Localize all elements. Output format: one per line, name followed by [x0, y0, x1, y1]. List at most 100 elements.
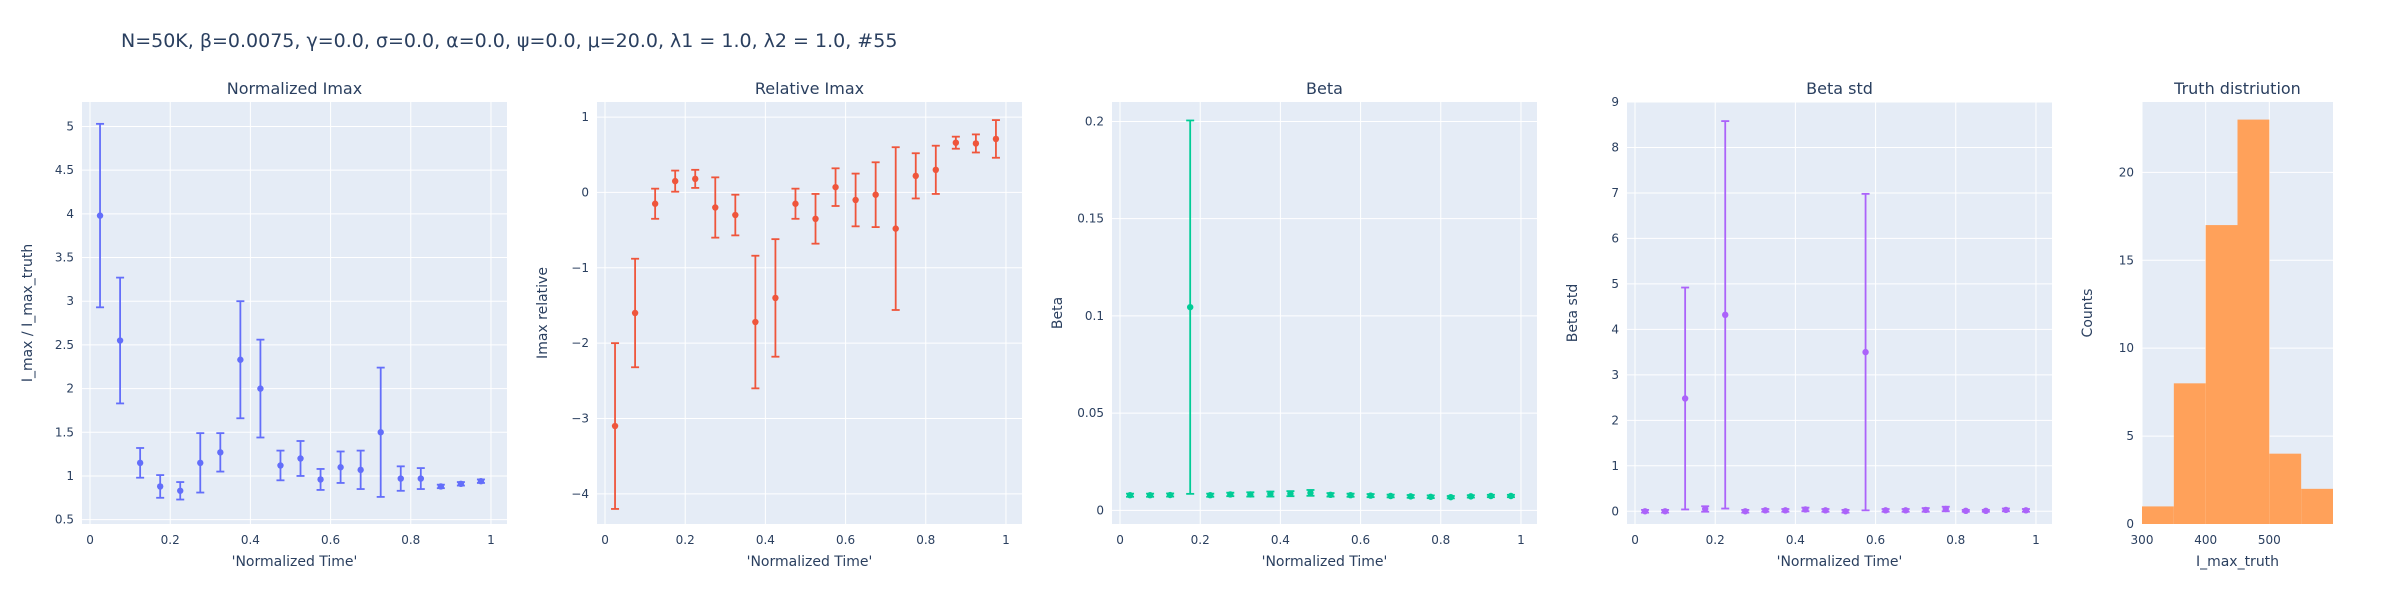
panel-beta: 0 0.2 0.4 0.6 0.8 1 0 0.05 0.1 0.15 0.2 Beta 'Normal… — [1050, 79, 1537, 570]
beta-y-axis-label: Beta — [1050, 297, 1066, 329]
beta-std-y-tick-label: 1 — [1611, 459, 1619, 473]
truth-distribution-title: Truth distriution — [2173, 79, 2301, 98]
beta-std-plot-area — [1627, 102, 2052, 524]
beta-std-y-tick-label: 7 — [1611, 186, 1619, 200]
truth-distribution-x-axis-label: I_max_truth — [2196, 554, 2279, 570]
normalized-imax-x-tick-label: 1 — [487, 533, 495, 547]
beta-data-point — [1287, 490, 1294, 497]
beta-y-tick-label: 0.2 — [1085, 114, 1104, 128]
truth-distribution-bar — [2269, 453, 2302, 524]
beta-y-tick-label: 0.15 — [1077, 212, 1104, 226]
normalized-imax-data-point — [397, 475, 404, 482]
normalized-imax-x-tick-label: 0.8 — [401, 533, 420, 547]
relative-imax-x-tick-label: 0.6 — [836, 533, 855, 547]
normalized-imax-y-tick-label: 3.5 — [55, 251, 74, 265]
beta-std-data-point — [1962, 507, 1969, 515]
beta-std-data-point — [1862, 348, 1869, 356]
normalized-imax-y-tick-label: 1 — [66, 469, 74, 483]
beta-std-y-tick-label: 2 — [1611, 413, 1619, 427]
beta-std-y-tick-label: 0 — [1611, 504, 1619, 518]
beta-std-data-point — [1722, 311, 1729, 319]
normalized-imax-data-point — [417, 475, 424, 482]
beta-std-data-point — [1942, 505, 1949, 513]
normalized-imax-data-point — [477, 477, 485, 485]
beta-data-point — [1166, 491, 1174, 499]
beta-y-tick-label: 0.1 — [1085, 309, 1104, 323]
normalized-imax-y-tick-label: 2 — [66, 382, 74, 396]
relative-imax-y-tick-label: −1 — [571, 261, 589, 275]
normalized-imax-y-tick-label: 1.5 — [55, 425, 74, 439]
beta-std-data-point — [1661, 508, 1669, 515]
relative-imax-data-point — [772, 294, 779, 302]
beta-x-axis-label: 'Normalized Time' — [1262, 554, 1388, 570]
normalized-imax-data-point — [177, 487, 184, 494]
beta-y-tick-label: 0.05 — [1077, 406, 1104, 420]
normalized-imax-data-point — [96, 212, 104, 219]
beta-y-tick-label: 0 — [1096, 503, 1104, 517]
beta-x-tick-label: 0.2 — [1191, 533, 1210, 547]
relative-imax-data-point — [792, 200, 799, 207]
relative-imax-data-point — [932, 166, 939, 174]
beta-data-point — [1367, 492, 1374, 499]
normalized-imax-data-point — [317, 476, 324, 483]
beta-std-x-tick-label: 0.8 — [1946, 533, 1965, 547]
beta-std-y-tick-label: 5 — [1611, 277, 1619, 291]
beta-std-data-point — [2022, 507, 2030, 514]
beta-data-point — [1387, 492, 1394, 500]
beta-data-point — [1186, 303, 1194, 311]
truth-distribution-bar — [2142, 506, 2174, 524]
relative-imax-data-point — [732, 211, 739, 219]
relative-imax-y-tick-label: 0 — [581, 185, 589, 199]
truth-distribution-y-tick-label: 5 — [2126, 429, 2134, 443]
beta-std-data-point — [1982, 507, 1990, 515]
truth-distribution-y-tick-label: 10 — [2119, 341, 2134, 355]
normalized-imax-data-point — [237, 356, 244, 363]
normalized-imax-data-point — [297, 455, 304, 462]
normalized-imax-title: Normalized Imax — [227, 79, 362, 98]
beta-std-data-point — [1842, 508, 1849, 515]
normalized-imax-x-tick-label: 0.6 — [321, 533, 340, 547]
relative-imax-data-point — [611, 422, 619, 430]
normalized-imax-data-point — [156, 483, 164, 490]
truth-distribution-y-tick-label: 20 — [2119, 165, 2134, 179]
beta-title: Beta — [1306, 79, 1343, 98]
beta-data-point — [1327, 491, 1334, 499]
relative-imax-x-tick-label: 0.4 — [756, 533, 775, 547]
relative-imax-x-axis-label: 'Normalized Time' — [747, 554, 873, 570]
normalized-imax-x-axis-label: 'Normalized Time' — [232, 554, 358, 570]
relative-imax-y-tick-label: −3 — [571, 412, 589, 426]
beta-data-point — [1487, 492, 1495, 500]
beta-std-data-point — [1782, 507, 1789, 514]
relative-imax-data-point — [651, 200, 659, 207]
normalized-imax-y-tick-label: 0.5 — [55, 513, 74, 527]
normalized-imax-data-point — [136, 459, 144, 467]
normalized-imax-data-point — [277, 462, 284, 469]
relative-imax-plot-area — [597, 102, 1022, 524]
relative-imax-x-tick-label: 1 — [1002, 533, 1010, 547]
relative-imax-x-tick-label: 0.8 — [916, 533, 935, 547]
beta-std-title: Beta std — [1806, 79, 1873, 98]
relative-imax-y-tick-label: −4 — [571, 487, 589, 501]
relative-imax-data-point — [952, 139, 960, 146]
truth-distribution-x-tick-label: 300 — [2131, 533, 2154, 547]
figure-title: N=50K, β=0.0075, γ=0.0, σ=0.0, α=0.0, ψ=… — [121, 30, 898, 52]
relative-imax-data-point — [852, 196, 859, 204]
beta-std-y-tick-label: 9 — [1611, 95, 1619, 109]
beta-std-x-axis-label: 'Normalized Time' — [1777, 554, 1903, 570]
beta-data-point — [1507, 492, 1515, 500]
beta-std-data-point — [1641, 508, 1649, 515]
normalized-imax-y-tick-label: 2.5 — [55, 338, 74, 352]
truth-distribution-x-tick-label: 500 — [2258, 533, 2281, 547]
beta-data-point — [1267, 490, 1274, 498]
beta-std-y-tick-label: 8 — [1611, 140, 1619, 154]
relative-imax-y-axis-label: Imax relative — [535, 267, 551, 359]
relative-imax-title: Relative Imax — [755, 79, 864, 98]
beta-std-y-tick-label: 6 — [1611, 231, 1619, 245]
normalized-imax-plot-area — [82, 102, 507, 524]
beta-data-point — [1247, 491, 1254, 498]
normalized-imax-x-tick-label: 0 — [86, 533, 94, 547]
beta-data-point — [1427, 493, 1434, 500]
truth-distribution-bar — [2205, 225, 2238, 525]
beta-std-data-point — [1701, 505, 1709, 513]
